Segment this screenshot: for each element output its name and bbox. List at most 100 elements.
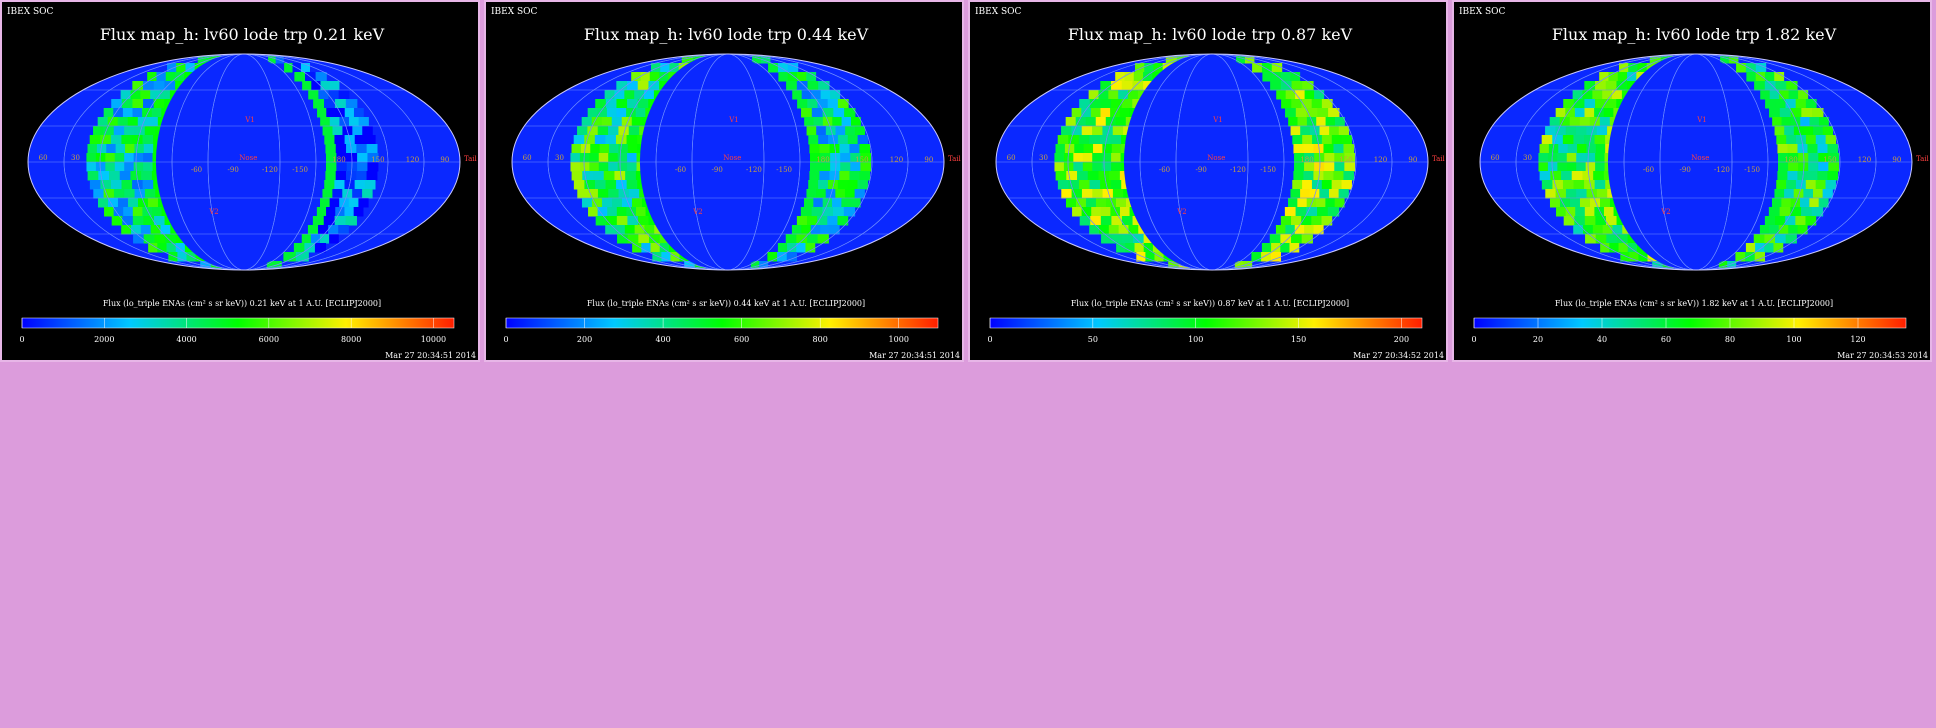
flux-cell <box>1154 252 1165 262</box>
flux-cell <box>1612 225 1623 235</box>
flux-cell <box>1333 171 1345 181</box>
flux-cell <box>617 234 629 244</box>
flux-cell <box>1338 126 1350 136</box>
flux-cell <box>324 99 336 109</box>
flux-cell <box>284 63 294 73</box>
flux-cell <box>648 234 661 244</box>
flux-cell <box>1797 171 1809 181</box>
flux-cell <box>1261 252 1272 262</box>
flux-cell <box>107 198 119 208</box>
flux-cell <box>605 135 617 145</box>
flux-cell <box>319 234 330 244</box>
tail-label: Tail <box>1432 155 1446 163</box>
flux-cell <box>1745 243 1756 253</box>
flux-cell <box>1302 180 1313 190</box>
flux-cell <box>175 72 185 82</box>
flux-cell <box>1321 135 1333 145</box>
flux-cell <box>336 162 348 172</box>
flux-cell <box>324 135 336 145</box>
flux-cell <box>796 81 809 91</box>
flux-cell <box>670 252 681 262</box>
flux-map-panel-1: IBEX SOC Flux map_h: lv60 lode trp 0.21 k… <box>0 0 480 362</box>
flux-cell <box>844 108 856 118</box>
colorbar-tick: 50 <box>1088 335 1098 344</box>
flux-cell <box>1557 162 1568 172</box>
flux-map-panel-4: IBEX SOC Flux map_h: lv60 lode trp 1.82 k… <box>1452 0 1932 362</box>
flux-cell <box>1289 243 1300 253</box>
flux-cell <box>810 225 821 235</box>
flux-cell <box>164 234 177 244</box>
flux-cell <box>801 225 812 235</box>
flux-cell <box>1111 153 1122 163</box>
flux-cell <box>1288 198 1298 208</box>
flux-cell <box>121 180 133 190</box>
flux-cell <box>332 189 343 199</box>
lon-label: 60 <box>1007 154 1016 162</box>
flux-cell <box>1280 216 1292 226</box>
lon-label: -150 <box>292 166 308 174</box>
lon-label: 120 <box>406 156 419 164</box>
flux-cell <box>310 234 321 244</box>
flux-cell <box>618 189 630 199</box>
flux-cell <box>1082 153 1093 163</box>
flux-cell <box>366 144 378 154</box>
flux-cell <box>611 198 623 208</box>
flux-cell <box>1652 261 1664 270</box>
flux-cell <box>1341 135 1353 145</box>
flux-cell <box>1557 153 1568 163</box>
flux-cell <box>1071 189 1083 199</box>
flux-cell <box>635 108 646 118</box>
flux-cell <box>808 135 819 145</box>
flux-cell <box>143 144 154 154</box>
colorbar-tick: 0 <box>1471 335 1476 344</box>
flux-cell <box>105 153 116 163</box>
flux-cell <box>1078 135 1091 145</box>
flux-cell <box>1795 216 1807 226</box>
colorbar-tick: 200 <box>1394 335 1409 344</box>
flux-cell <box>1736 63 1747 73</box>
flux-cell <box>1817 171 1829 181</box>
chart-title: Flux map_h: lv60 lode trp 0.21 keV <box>100 25 385 44</box>
flux-cell <box>1798 90 1809 100</box>
flux-cell <box>859 144 871 154</box>
flux-cell <box>605 180 617 190</box>
flux-cell <box>829 171 841 181</box>
flux-cell <box>1539 144 1550 154</box>
flux-cell <box>573 180 586 190</box>
flux-cell <box>117 117 129 127</box>
flux-cell <box>810 153 821 163</box>
flux-cell <box>1108 225 1120 235</box>
flux-cell <box>1775 234 1787 244</box>
flux-cell <box>130 90 141 100</box>
flux-cell <box>1576 126 1588 136</box>
flux-cell <box>1071 126 1083 136</box>
flux-cell <box>103 126 115 136</box>
graticule <box>996 54 1428 270</box>
flux-cell <box>1790 117 1801 127</box>
tail-label: Tail <box>948 155 962 163</box>
flux-cell <box>601 117 613 127</box>
flux-cell <box>791 225 802 235</box>
flux-cell <box>1054 162 1065 172</box>
flux-cell <box>1566 153 1577 163</box>
lon-label: 90 <box>1892 156 1901 164</box>
flux-cell <box>322 189 333 199</box>
flux-cell <box>835 189 846 199</box>
lon-label: 150 <box>371 156 384 164</box>
flux-cell <box>1292 180 1303 190</box>
flux-cell <box>1547 162 1558 172</box>
colorbar-tick: 10000 <box>421 335 446 344</box>
flux-cell <box>111 216 123 226</box>
flux-cell <box>597 126 609 136</box>
flux-cell <box>1110 135 1122 145</box>
flux-cell <box>1774 72 1785 82</box>
flux-cell <box>1822 126 1834 136</box>
flux-cell <box>1090 108 1102 118</box>
flux-cell <box>1594 207 1605 217</box>
flux-cell <box>813 198 824 208</box>
flux-cell <box>627 81 639 91</box>
colorbar-tick: 150 <box>1291 335 1306 344</box>
flux-cell <box>1284 207 1297 217</box>
flux-cell <box>1584 207 1595 217</box>
flux-cell <box>1314 90 1325 100</box>
